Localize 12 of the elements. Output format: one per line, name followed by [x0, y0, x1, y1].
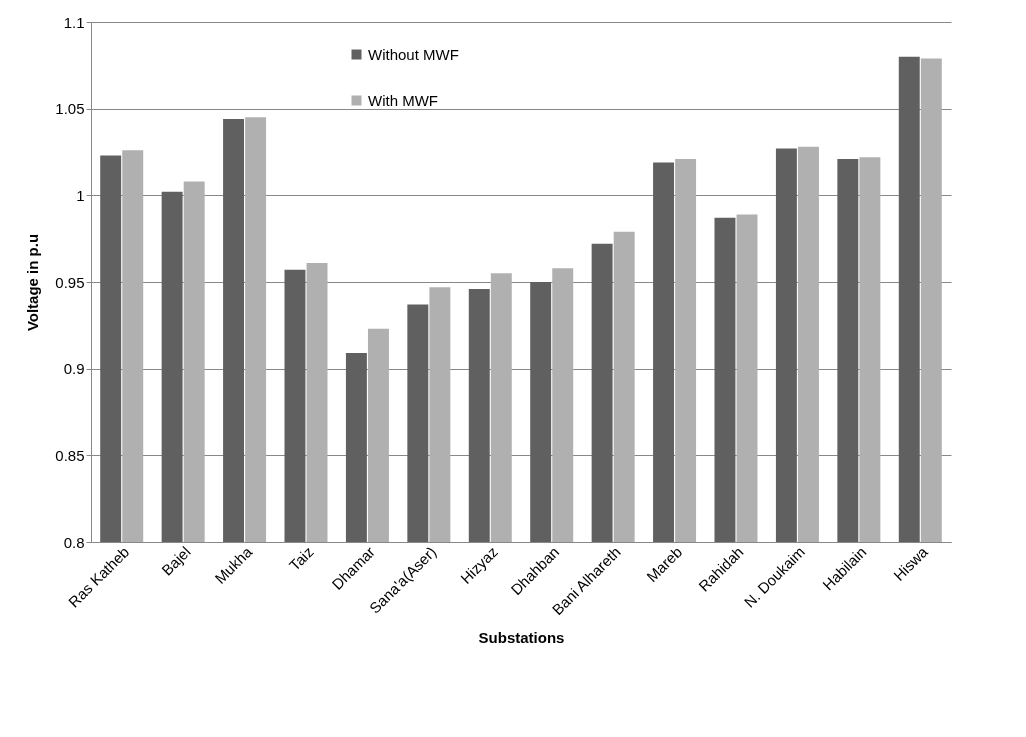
legend-label: Without MWF	[368, 45, 459, 63]
x-axis-title: Substations	[478, 628, 565, 646]
y-tick-label: 1.05	[55, 100, 85, 118]
y-tick-label: 1.1	[63, 13, 85, 31]
y-tick-label: 0.95	[55, 273, 85, 291]
y-tick-label: 0.85	[55, 446, 85, 464]
y-tick-label: 1	[76, 186, 85, 204]
y-tick-label: 0.8	[63, 533, 85, 551]
x-tick-label: Taiz	[285, 543, 317, 574]
y-axis-title: Voltage in p.u	[24, 233, 42, 332]
legend-label: With MWF	[368, 91, 438, 109]
y-tick-label: 0.9	[63, 360, 85, 378]
